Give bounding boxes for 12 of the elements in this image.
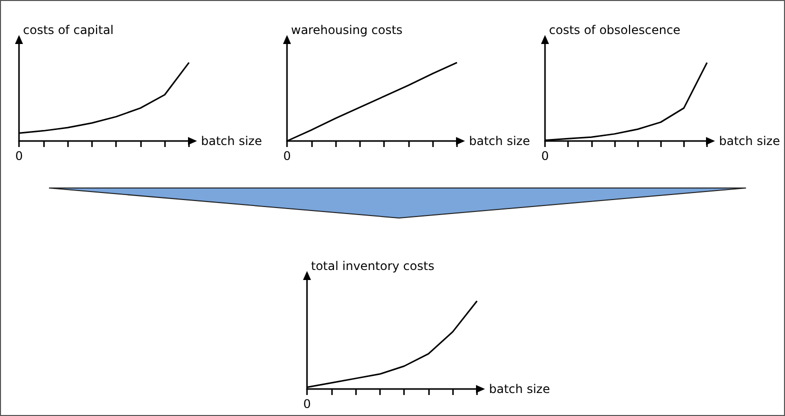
y-axis-title: warehousing costs	[291, 23, 403, 37]
y-axis-title: total inventory costs	[311, 259, 434, 273]
x-axis-title: batch size	[469, 134, 530, 148]
text: 0	[303, 397, 311, 411]
x-axis-title: batch size	[201, 134, 262, 148]
y-axis-title: costs of capital	[23, 23, 114, 37]
x-axis-title: batch size	[719, 134, 780, 148]
text: 0	[283, 149, 291, 163]
y-axis-title: costs of obsolescence	[549, 23, 680, 37]
text: 0	[15, 149, 23, 163]
text: 0	[541, 149, 549, 163]
x-axis-title: batch size	[489, 382, 550, 396]
